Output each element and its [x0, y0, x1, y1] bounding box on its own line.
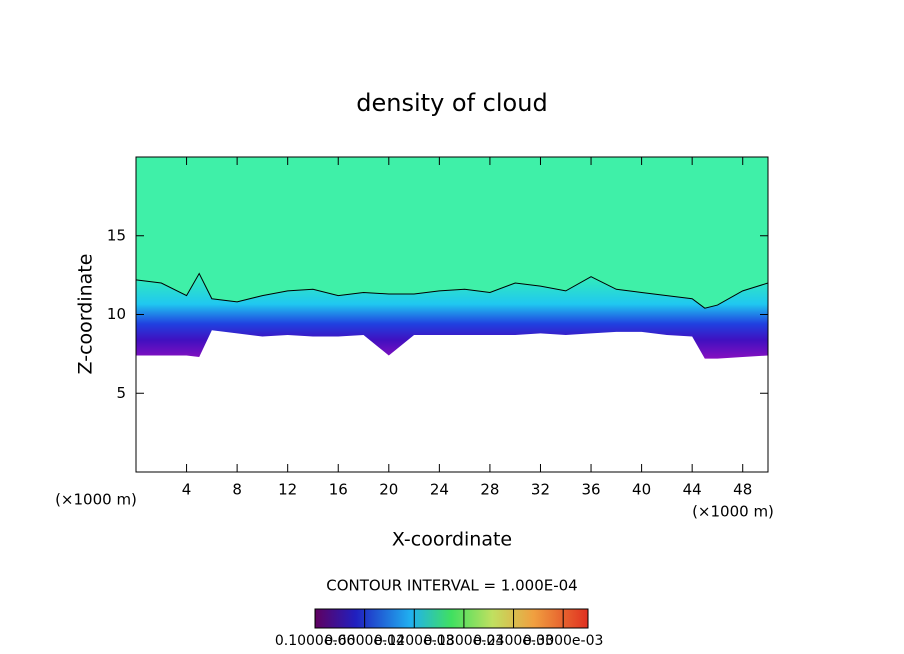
- colorbar-label: 0.3000e-03: [523, 633, 603, 649]
- colorbar-label: 0.1000e-06: [275, 633, 356, 649]
- x-tick-label: 8: [232, 481, 242, 499]
- x-tick-label: 4: [182, 481, 192, 499]
- colorbar-label: 0.1200e-03: [374, 633, 454, 649]
- x-unit: (×1000 m): [692, 503, 774, 521]
- chart-title: density of cloud: [356, 89, 547, 117]
- x-tick-label: 28: [480, 481, 499, 499]
- y-axis-title: Z-coordinate: [75, 254, 97, 375]
- x-axis-title: X-coordinate: [392, 529, 512, 551]
- x-tick-label: 48: [733, 481, 752, 499]
- x-tick-label: 36: [581, 481, 600, 499]
- x-tick-label: 24: [430, 481, 449, 499]
- colorbar-label: 0.2400e-03: [473, 633, 553, 649]
- y-unit: (×1000 m): [55, 491, 137, 509]
- colorbar-label: 0.6000e-04: [324, 633, 405, 649]
- contour-interval: CONTOUR INTERVAL = 1.000E-04: [326, 577, 577, 595]
- x-tick-label: 40: [632, 481, 651, 499]
- colorbar-label: 0.1800e-03: [424, 633, 504, 649]
- y-tick-label: 5: [116, 384, 126, 402]
- contour-line: [136, 272, 768, 309]
- clear-area: [136, 330, 768, 472]
- y-tick-label: 15: [107, 226, 126, 244]
- plot-area: [136, 272, 768, 472]
- x-tick-label: 12: [278, 481, 297, 499]
- x-tick-label: 32: [531, 481, 550, 499]
- colorbar: [314, 608, 589, 629]
- x-tick-label: 44: [683, 481, 702, 499]
- x-tick-label: 20: [379, 481, 398, 499]
- x-tick-label: 16: [329, 481, 348, 499]
- y-tick-label: 10: [107, 305, 126, 323]
